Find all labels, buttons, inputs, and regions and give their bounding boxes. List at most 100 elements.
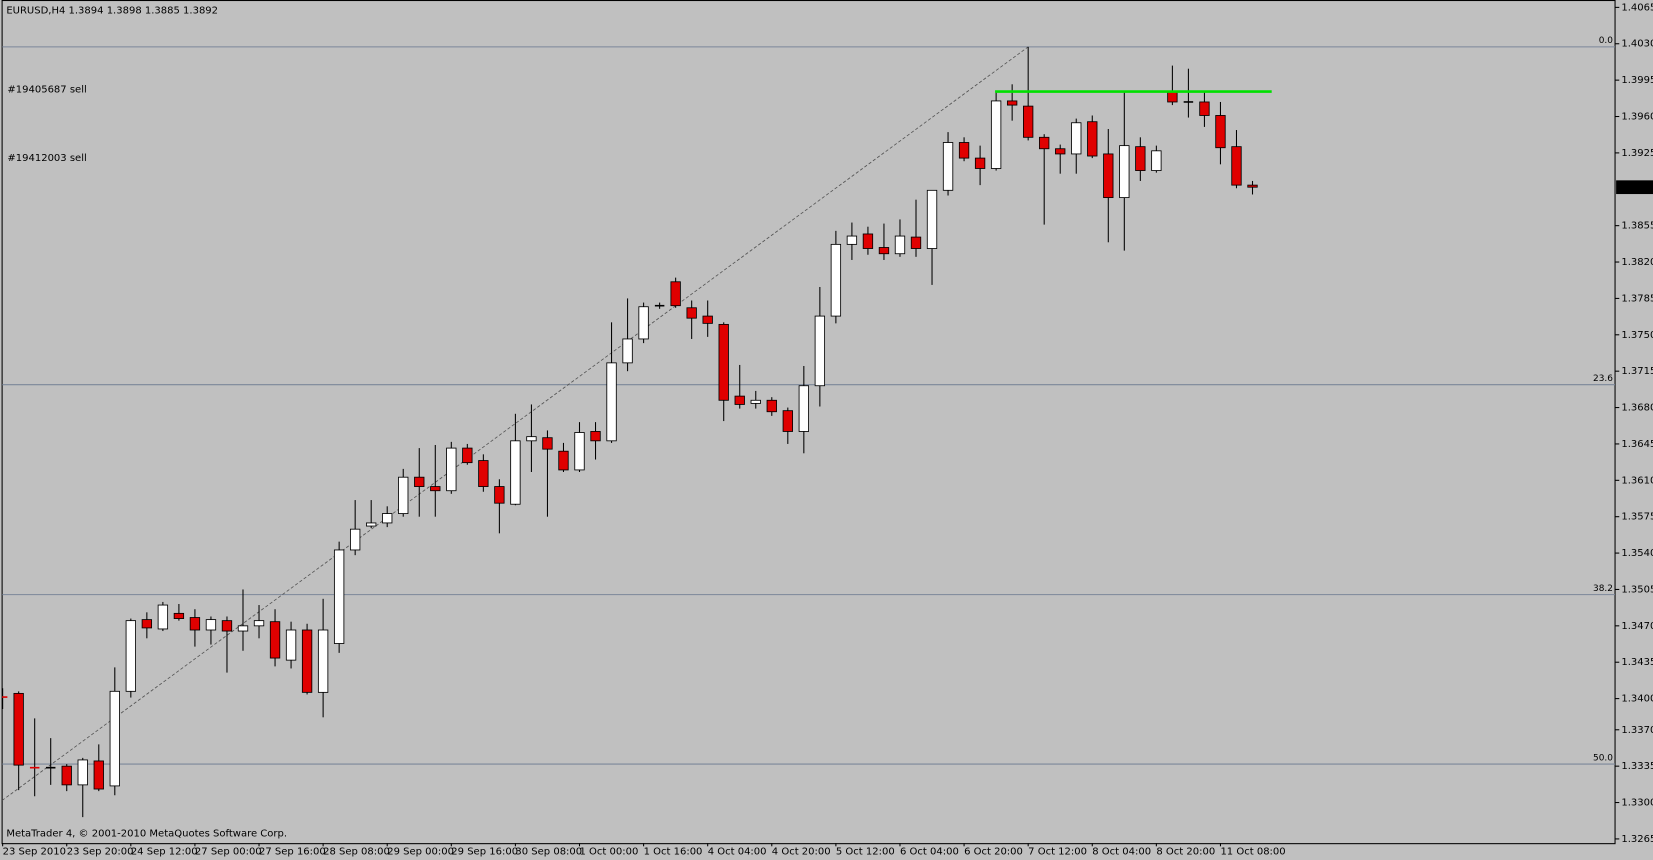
candle-body bbox=[1087, 121, 1098, 157]
candle-body bbox=[478, 460, 489, 487]
y-tick-label: 1.3610 bbox=[1621, 475, 1653, 486]
candle-body bbox=[542, 437, 553, 450]
candle-body bbox=[910, 236, 922, 249]
candle-body bbox=[974, 157, 986, 169]
y-tick-label: 1.3680 bbox=[1621, 403, 1653, 414]
candle-body bbox=[462, 447, 473, 464]
y-tick-label: 1.3785 bbox=[1621, 293, 1653, 304]
x-tick-label: 4 Oct 04:00 bbox=[708, 847, 767, 858]
y-tick-label: 1.3715 bbox=[1621, 366, 1653, 377]
order-label: #19412003 sell bbox=[7, 153, 86, 164]
x-tick-label: 27 Sep 00:00 bbox=[195, 847, 262, 858]
candle-body bbox=[1103, 153, 1114, 199]
y-tick-label: 1.4065 bbox=[1621, 2, 1653, 13]
candle-body bbox=[862, 233, 874, 249]
x-tick-label: 8 Oct 04:00 bbox=[1092, 847, 1151, 858]
candle-body bbox=[702, 315, 713, 324]
candle-body bbox=[237, 625, 249, 632]
candle-body bbox=[590, 431, 601, 442]
x-tick-label: 1 Oct 00:00 bbox=[579, 847, 638, 858]
x-tick-label: 24 Sep 12:00 bbox=[131, 847, 198, 858]
candle-body bbox=[109, 690, 120, 787]
candle-body bbox=[205, 619, 217, 631]
y-tick-label: 1.3995 bbox=[1621, 75, 1653, 86]
candle-body bbox=[349, 528, 361, 551]
x-tick-label: 7 Oct 12:00 bbox=[1028, 847, 1087, 858]
x-tick-label: 28 Sep 08:00 bbox=[323, 847, 390, 858]
candle-body bbox=[1006, 100, 1018, 106]
y-tick-label: 1.3575 bbox=[1621, 512, 1653, 523]
x-tick-label: 5 Oct 12:00 bbox=[836, 847, 895, 858]
candle-body bbox=[77, 759, 88, 786]
candle-body bbox=[798, 385, 810, 432]
candle-body bbox=[1119, 145, 1130, 199]
y-tick-label: 1.3820 bbox=[1621, 257, 1653, 268]
candle-body bbox=[526, 436, 537, 442]
x-tick-label: 29 Sep 16:00 bbox=[451, 847, 518, 858]
x-tick-label: 6 Oct 04:00 bbox=[900, 847, 959, 858]
footer: MetaTrader 4, © 2001-2010 MetaQuotes Sof… bbox=[6, 829, 287, 840]
candle-body bbox=[13, 692, 24, 766]
candle-body bbox=[942, 142, 954, 191]
candle-body bbox=[333, 549, 345, 644]
candle-body bbox=[269, 621, 281, 659]
candle-body bbox=[1151, 150, 1162, 171]
fib-label: 50.0 bbox=[1593, 753, 1613, 763]
candle-body bbox=[510, 440, 521, 505]
candle-body bbox=[125, 620, 136, 692]
candle-body bbox=[766, 399, 777, 413]
candle-body bbox=[253, 620, 265, 627]
candle-body bbox=[782, 410, 793, 432]
candle-body bbox=[750, 399, 761, 404]
x-tick-label: 4 Oct 20:00 bbox=[772, 847, 831, 858]
order-label: #19405687 sell bbox=[7, 85, 86, 96]
candle-body bbox=[958, 142, 970, 159]
candle-body bbox=[414, 476, 425, 487]
y-tick-label: 1.3335 bbox=[1621, 761, 1653, 772]
candle-body bbox=[189, 617, 201, 631]
candle-body bbox=[894, 235, 906, 255]
x-tick-label: 23 Sep 2010 bbox=[3, 847, 66, 858]
candle-body bbox=[93, 760, 104, 790]
price-label: 1.3892 bbox=[1620, 182, 1653, 193]
candle-body bbox=[1135, 146, 1146, 171]
candle-body bbox=[494, 486, 505, 504]
x-tick-label: 11 Oct 08:00 bbox=[1220, 847, 1285, 858]
fib-label: 38.2 bbox=[1593, 584, 1613, 594]
candle-body bbox=[574, 432, 585, 471]
candle-body bbox=[1231, 146, 1242, 186]
candle-body bbox=[558, 450, 569, 471]
x-tick-label: 8 Oct 20:00 bbox=[1156, 847, 1215, 858]
y-tick-label: 1.3435 bbox=[1621, 657, 1653, 668]
y-tick-label: 1.3925 bbox=[1621, 148, 1653, 159]
candle-body bbox=[1023, 105, 1034, 138]
candle-body bbox=[1247, 184, 1258, 188]
candle-body bbox=[830, 243, 842, 317]
y-tick-label: 1.3370 bbox=[1621, 725, 1653, 736]
candle-body bbox=[846, 235, 858, 245]
candle-body bbox=[398, 476, 409, 515]
candle-body bbox=[317, 629, 329, 693]
candle-body bbox=[1167, 91, 1178, 103]
candle-body bbox=[285, 629, 297, 661]
y-tick-label: 1.3750 bbox=[1621, 330, 1653, 341]
trendline bbox=[2, 46, 1029, 801]
header: EURUSD,H4 1.3894 1.3898 1.3885 1.3892 bbox=[6, 6, 218, 17]
fib-label: 23.6 bbox=[1593, 374, 1613, 384]
candle-body bbox=[1039, 136, 1050, 150]
candle-body bbox=[638, 306, 649, 340]
y-tick-label: 1.3470 bbox=[1621, 621, 1653, 632]
candle-body bbox=[926, 189, 938, 249]
candle-body bbox=[1215, 115, 1226, 149]
y-tick-label: 1.3645 bbox=[1621, 439, 1653, 450]
y-tick-label: 1.3960 bbox=[1621, 112, 1653, 123]
candle-body bbox=[814, 315, 826, 387]
candle-body bbox=[686, 307, 697, 319]
x-tick-label: 27 Sep 16:00 bbox=[259, 847, 326, 858]
y-tick-label: 1.3300 bbox=[1621, 798, 1653, 809]
candle-body bbox=[382, 513, 393, 524]
x-tick-label: 30 Sep 08:00 bbox=[515, 847, 582, 858]
y-tick-label: 1.3400 bbox=[1621, 694, 1653, 705]
